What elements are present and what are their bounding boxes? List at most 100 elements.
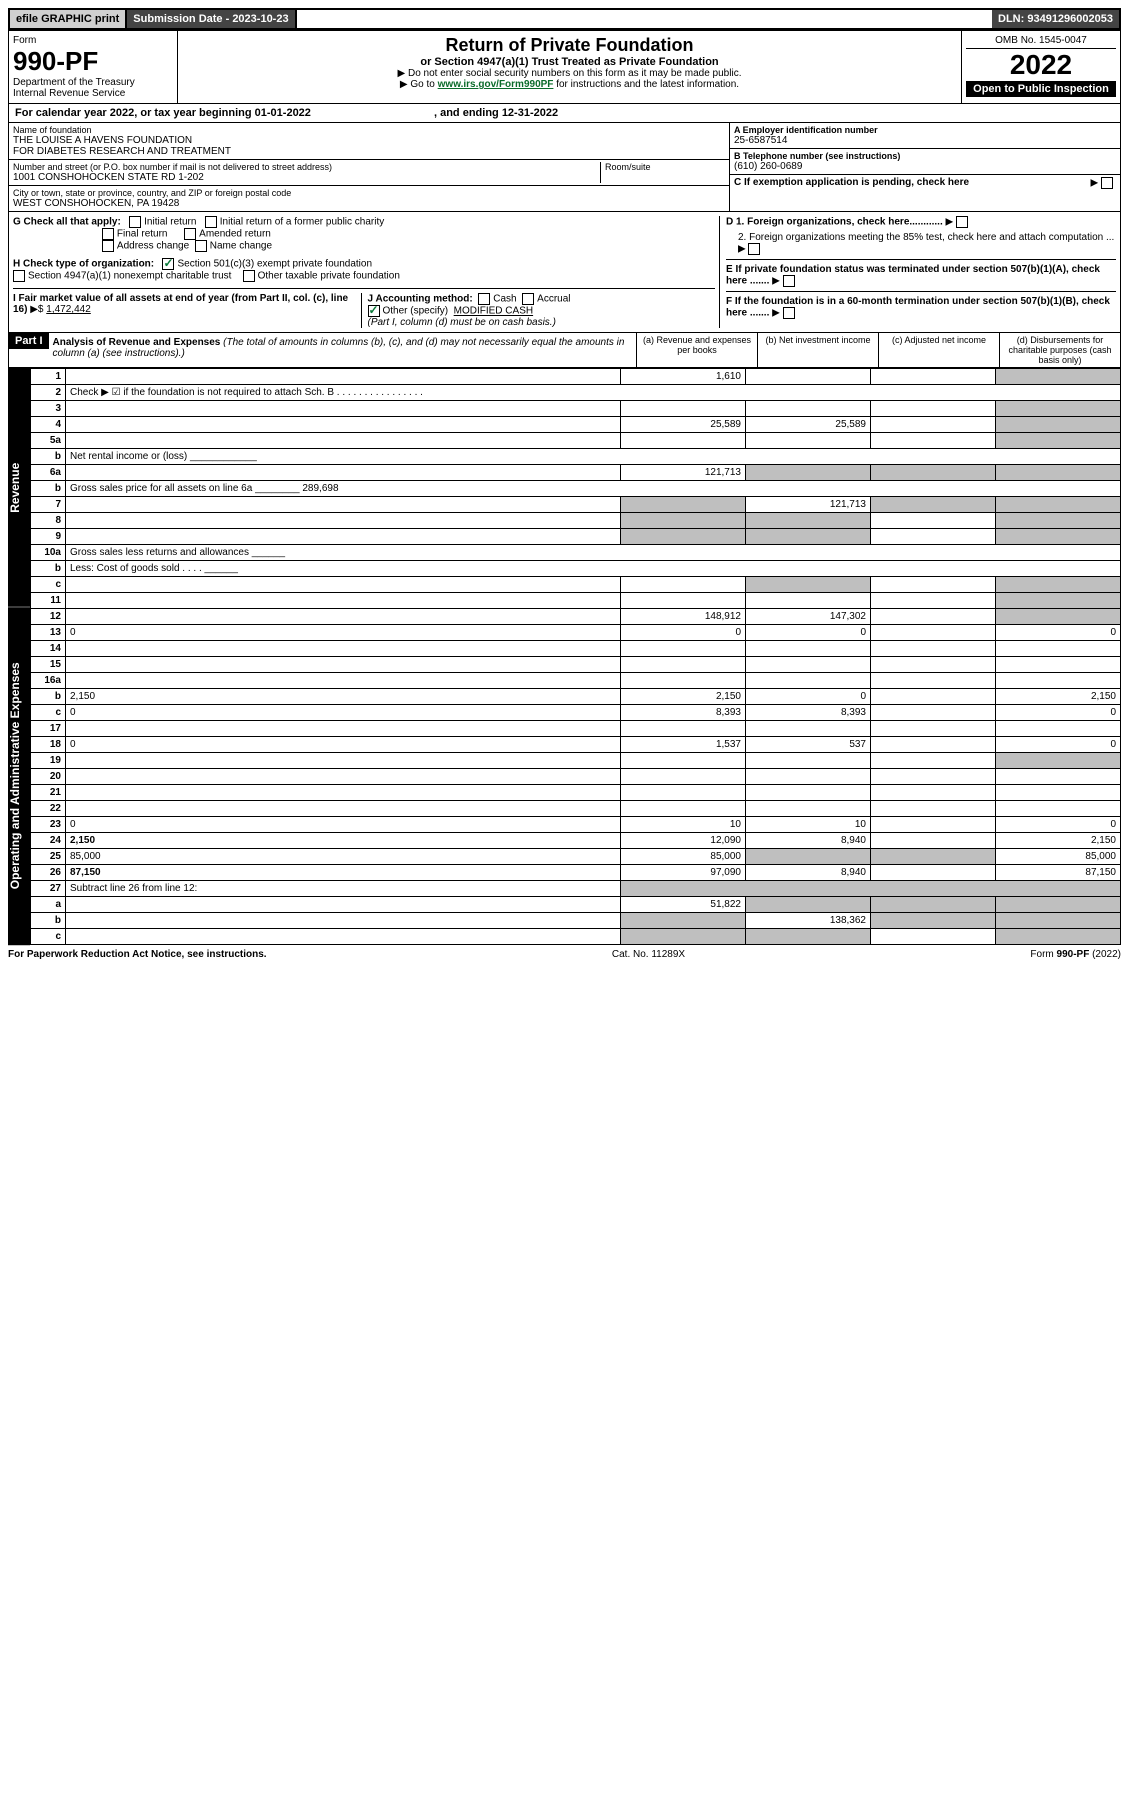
cell-d: 0 [996,705,1121,721]
instructions-link[interactable]: www.irs.gov/Form990PF [438,79,554,90]
chk-d1[interactable] [956,216,968,228]
line-number: b [31,449,66,465]
cell-d [996,641,1121,657]
cell-b: 10 [746,817,871,833]
line-desc [66,657,621,673]
cell-a: 85,000 [621,849,746,865]
line-number: 6a [31,465,66,481]
table-row: b138,362 [31,913,1121,929]
line-number: 7 [31,497,66,513]
cell-c [871,593,996,609]
chk-cash[interactable] [478,293,490,305]
table-row: 17 [31,721,1121,737]
foundation-name-1: THE LOUISE A HAVENS FOUNDATION [13,135,725,146]
chk-f[interactable] [783,307,795,319]
cell-a: 25,589 [621,417,746,433]
table-row: 9 [31,529,1121,545]
line-desc [66,417,621,433]
main-table: 11,6102Check ▶ ☑ if the foundation is no… [30,368,1121,945]
cell-c [871,417,996,433]
form-subtitle: or Section 4947(a)(1) Trust Treated as P… [182,56,957,68]
chk-final[interactable] [102,228,114,240]
chk-4947[interactable] [13,270,25,282]
line-number: 2 [31,385,66,401]
cell-a: 1,537 [621,737,746,753]
table-row: 14 [31,641,1121,657]
cell-b [746,465,871,481]
form-title: Return of Private Foundation [182,35,957,56]
chk-other-acct[interactable] [368,305,380,317]
cell-a [621,801,746,817]
cell-b [746,721,871,737]
table-row: c08,3938,3930 [31,705,1121,721]
tel-label: B Telephone number (see instructions) [734,151,1116,161]
table-row: 16a [31,673,1121,689]
cell-d [996,753,1121,769]
chk-accrual[interactable] [522,293,534,305]
chk-amended[interactable] [184,228,196,240]
cell-d [996,913,1121,929]
line-desc [66,897,621,913]
cell-a [621,785,746,801]
line-desc: 2,150 [66,833,621,849]
cell-d [996,529,1121,545]
chk-e[interactable] [783,275,795,287]
table-row: 21 [31,785,1121,801]
part1-header-row: Part I Analysis of Revenue and Expenses … [8,333,1121,368]
chk-name[interactable] [195,240,207,252]
chk-501c3[interactable] [162,258,174,270]
tax-year: 2022 [966,49,1116,81]
cell-d: 2,150 [996,689,1121,705]
line-number: b [31,913,66,929]
form-word: Form [13,35,173,46]
line-number: a [31,897,66,913]
table-row: 11,610 [31,369,1121,385]
line-number: 1 [31,369,66,385]
cell-d [996,593,1121,609]
cell-c [871,737,996,753]
chk-initial[interactable] [129,216,141,228]
line-desc [66,609,621,625]
cell-d [996,465,1121,481]
cell-d [996,897,1121,913]
i-value: 1,472,442 [46,304,91,315]
cell-a [621,577,746,593]
line-number: 26 [31,865,66,881]
cell-c [871,897,996,913]
cell-c [871,833,996,849]
table-row: bNet rental income or (loss) ___________… [31,449,1121,465]
cell-d [996,609,1121,625]
chk-other-tax[interactable] [243,270,255,282]
form-header: Form 990-PF Department of the Treasury I… [8,30,1121,104]
table-row: 23010100 [31,817,1121,833]
cell-c [871,721,996,737]
line-number: 21 [31,785,66,801]
line-number: 11 [31,593,66,609]
ein-label: A Employer identification number [734,125,1116,135]
line-desc [66,513,621,529]
cell-b [746,657,871,673]
city-label: City or town, state or province, country… [13,188,725,198]
table-row: 2687,15097,0908,94087,150 [31,865,1121,881]
chk-initial-former[interactable] [205,216,217,228]
chk-address[interactable] [102,240,114,252]
table-row: 242,15012,0908,9402,150 [31,833,1121,849]
line-desc [66,401,621,417]
table-row: c [31,577,1121,593]
line-desc: Net rental income or (loss) ____________ [66,449,1121,465]
line-number: 20 [31,769,66,785]
tel-value: (610) 260-0689 [734,161,1116,172]
line-desc: 0 [66,817,621,833]
cell-c [871,673,996,689]
c-checkbox[interactable] [1101,177,1113,189]
table-row: 20 [31,769,1121,785]
table-row: 15 [31,657,1121,673]
line-number: 3 [31,401,66,417]
line-desc [66,673,621,689]
chk-d2[interactable] [748,243,760,255]
cell-b [746,513,871,529]
form-note-1: ▶ Do not enter social security numbers o… [182,68,957,79]
table-row: 19 [31,753,1121,769]
cell-a [621,913,746,929]
table-row: 3 [31,401,1121,417]
